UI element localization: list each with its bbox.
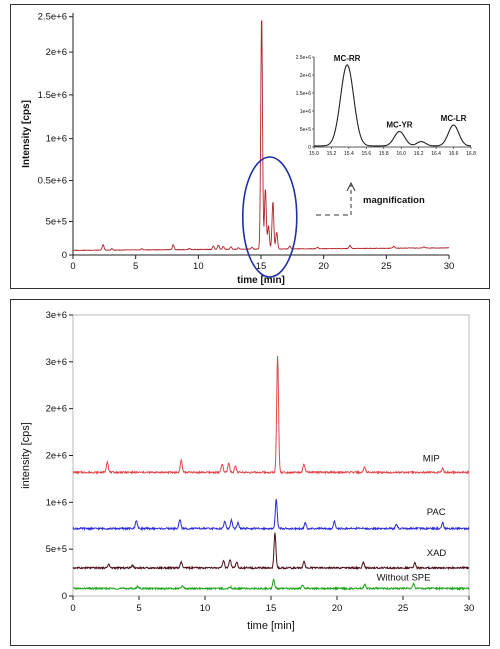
y-tick-label: 2e+6: [46, 404, 67, 415]
y-tick-label: 5e+5: [46, 544, 67, 555]
x-tick-label: 0: [70, 603, 75, 614]
series-label-without-spe: Without SPE: [377, 573, 431, 584]
inset-x-tick-label: 16.2: [414, 151, 424, 157]
chromatogram-trace: [72, 20, 450, 252]
x-tick-label: 15: [266, 603, 277, 614]
x-tick-label: 10: [193, 261, 204, 272]
series-label-xad: XAD: [427, 548, 447, 559]
y-tick-label: 1e+6: [46, 497, 67, 508]
inset-x-tick-label: 15.8: [379, 151, 389, 157]
y-axis-title: intensity [cps]: [20, 422, 32, 489]
x-tick-label: 30: [464, 603, 475, 614]
x-tick-label: 0: [70, 261, 75, 272]
inset-x-tick-label: 16.6: [449, 151, 459, 157]
y-tick-label: 3e+6: [46, 357, 67, 368]
inset-peak-label: MC-RR: [334, 54, 361, 63]
inset-peak-label: MC-LR: [441, 114, 467, 123]
chromatogram-panel-top: 0 5 10 15 20 25 30 0 5e+5 0.5e+6 1e+6 1.5e+6 2e+6 2.5…: [10, 4, 490, 289]
x-axis-title: time [min]: [247, 620, 295, 632]
inset-x-tick-label: 16.4: [431, 151, 441, 157]
y-tick-label: 1.5e+6: [38, 90, 67, 101]
y-tick-label: 2e+6: [46, 47, 67, 58]
y-tick-label: 0.5e+6: [38, 176, 67, 187]
series-label-pac: PAC: [427, 507, 446, 518]
plot-frame: [72, 314, 470, 597]
chromatogram-top-chart: 0 5 10 15 20 25 30 0 5e+5 0.5e+6 1e+6 1.5e+6 2e+6 2.5…: [21, 12, 476, 286]
inset-y-tick-label: 2e+6: [300, 73, 311, 79]
y-tick-label: 2e+6: [46, 451, 67, 462]
highlight-ellipse: [241, 156, 298, 278]
inset-x-tick-label: 15.6: [361, 151, 371, 157]
trace-pac: [72, 498, 470, 532]
series-label-mip: MIP: [423, 454, 440, 465]
inset-x-tick-label: 15.4: [344, 151, 354, 157]
y-axis-title: Intensity [cps]: [21, 100, 32, 168]
inset-x-tick-label: 15.2: [327, 151, 337, 157]
x-tick-label: 10: [200, 603, 211, 614]
x-tick-label: 5: [136, 603, 141, 614]
chromatogram-bottom-chart: 0 5 10 15 20 25 30 0 5e+5 1e+6 2e+6 2e+6 3e+6 3e+6 tim…: [20, 310, 475, 632]
y-tick-label: 0: [62, 591, 67, 602]
trace-mip: [72, 356, 470, 475]
x-axis-title: time [min]: [237, 275, 285, 286]
x-tick-label: 20: [332, 603, 343, 614]
y-tick-label: 3e+6: [46, 310, 67, 321]
x-tick-label: 25: [381, 261, 392, 272]
x-tick-label: 25: [398, 603, 409, 614]
inset-x-tick-label: 15.0: [309, 151, 319, 157]
y-tick-label: 2.5e+6: [38, 12, 67, 23]
inset-trace: [314, 64, 472, 147]
inset-y-tick-label: 1e+6: [300, 109, 311, 115]
trace-without-spe: [72, 578, 470, 591]
chromatogram-panel-bottom: 0 5 10 15 20 25 30 0 5e+5 1e+6 2e+6 2e+6 3e+6 3e+6 tim…: [10, 299, 490, 646]
magnification-arrow-head: [346, 181, 356, 192]
y-tick-label: 5e+5: [46, 216, 67, 227]
trace-xad: [72, 532, 470, 571]
inset-x-tick-label: 16.0: [396, 151, 406, 157]
inset-x-tick-label: 16.8: [466, 151, 476, 157]
magnification-label: magnification: [363, 195, 425, 206]
y-tick-label: 1e+6: [46, 134, 67, 145]
y-tick-label: 0: [62, 250, 67, 261]
x-tick-label: 5: [133, 261, 138, 272]
x-tick-label: 15: [256, 261, 267, 272]
inset-y-tick-label: 2.5e+6: [296, 55, 312, 61]
inset-y-tick-label: 1.5e+6: [296, 91, 312, 97]
x-tick-label: 30: [444, 261, 455, 272]
inset-peak-label: MC-YR: [386, 121, 412, 130]
inset-y-tick-label: 5e+5: [300, 127, 311, 133]
inset-y-tick-label: 0: [308, 145, 311, 151]
x-tick-label: 20: [318, 261, 329, 272]
